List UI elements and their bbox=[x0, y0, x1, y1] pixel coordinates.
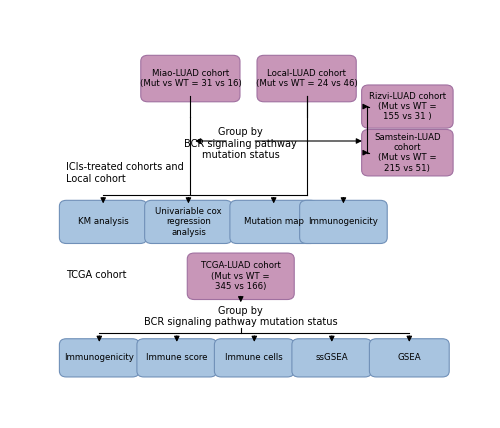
FancyBboxPatch shape bbox=[188, 253, 294, 300]
Text: Group by
BCR signaling pathway mutation status: Group by BCR signaling pathway mutation … bbox=[144, 306, 338, 327]
FancyBboxPatch shape bbox=[144, 200, 232, 244]
FancyBboxPatch shape bbox=[362, 129, 453, 176]
Text: Immune score: Immune score bbox=[146, 354, 208, 363]
Text: Immune cells: Immune cells bbox=[226, 354, 283, 363]
Text: Samstein-LUAD
cohort
(Mut vs WT =
215 vs 51): Samstein-LUAD cohort (Mut vs WT = 215 vs… bbox=[374, 133, 440, 173]
Text: Rizvi-LUAD cohort
(Mut vs WT =
155 vs 31 ): Rizvi-LUAD cohort (Mut vs WT = 155 vs 31… bbox=[369, 92, 446, 122]
Text: Immunogenicity: Immunogenicity bbox=[64, 354, 134, 363]
Text: Miao-LUAD cohort
(Mut vs WT = 31 vs 16): Miao-LUAD cohort (Mut vs WT = 31 vs 16) bbox=[140, 69, 241, 88]
Text: Group by
BCR signaling pathway
mutation status: Group by BCR signaling pathway mutation … bbox=[184, 127, 297, 160]
FancyBboxPatch shape bbox=[257, 55, 356, 102]
FancyBboxPatch shape bbox=[362, 85, 453, 128]
Text: KM analysis: KM analysis bbox=[78, 217, 128, 226]
FancyBboxPatch shape bbox=[60, 339, 139, 377]
FancyBboxPatch shape bbox=[230, 200, 318, 244]
FancyBboxPatch shape bbox=[60, 200, 147, 244]
Text: GSEA: GSEA bbox=[398, 354, 421, 363]
FancyBboxPatch shape bbox=[370, 339, 449, 377]
FancyBboxPatch shape bbox=[292, 339, 372, 377]
Text: TCGA-LUAD cohort
(Mut vs WT =
345 vs 166): TCGA-LUAD cohort (Mut vs WT = 345 vs 166… bbox=[201, 262, 280, 291]
FancyBboxPatch shape bbox=[137, 339, 216, 377]
Text: Local-LUAD cohort
(Mut vs WT = 24 vs 46): Local-LUAD cohort (Mut vs WT = 24 vs 46) bbox=[256, 69, 358, 88]
FancyBboxPatch shape bbox=[214, 339, 294, 377]
Text: Immunogenicity: Immunogenicity bbox=[308, 217, 378, 226]
Text: TCGA cohort: TCGA cohort bbox=[66, 270, 127, 280]
Text: ICIs-treated cohorts and
Local cohort: ICIs-treated cohorts and Local cohort bbox=[66, 163, 184, 184]
Text: Mutation map: Mutation map bbox=[244, 217, 304, 226]
FancyBboxPatch shape bbox=[141, 55, 240, 102]
Text: Univariable cox
regression
analysis: Univariable cox regression analysis bbox=[155, 207, 222, 237]
FancyBboxPatch shape bbox=[300, 200, 387, 244]
Text: ssGSEA: ssGSEA bbox=[316, 354, 348, 363]
